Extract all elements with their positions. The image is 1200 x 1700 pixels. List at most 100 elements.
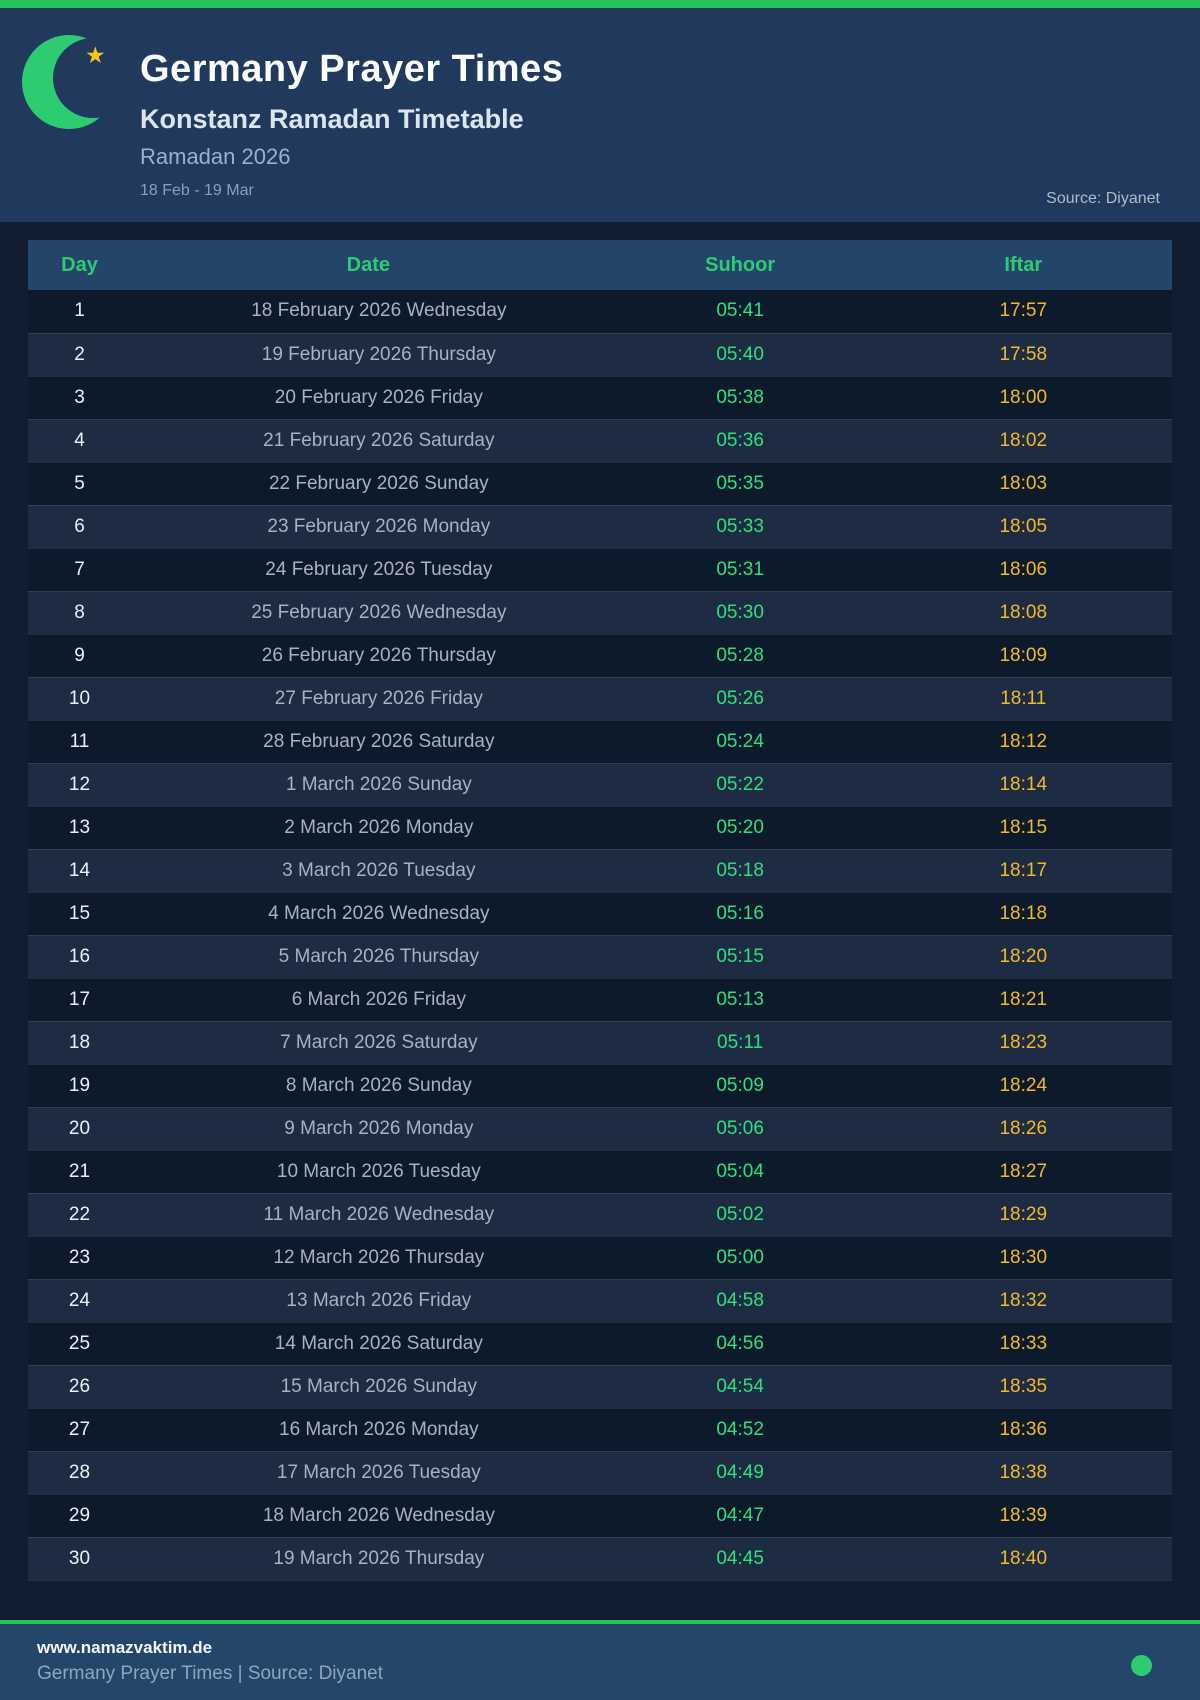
iftar-time-cell: 18:36 [999, 1418, 1048, 1440]
day-cell: 4 [74, 429, 85, 451]
table-row: 10 27 February 2026 Friday 05:26 18:11 [28, 677, 1172, 720]
table-row: 11 28 February 2026 Saturday 05:24 18:12 [28, 720, 1172, 763]
day-cell: 8 [74, 601, 85, 623]
date-cell: 25 February 2026 Wednesday [251, 601, 507, 623]
suhoor-time-cell: 04:49 [716, 1461, 764, 1483]
iftar-time-cell: 18:12 [999, 730, 1048, 752]
table-row: 13 2 March 2026 Monday 05:20 18:15 [28, 806, 1172, 849]
day-cell: 12 [68, 773, 91, 795]
column-header-iftar: Iftar [874, 240, 1172, 290]
day-cell: 6 [74, 515, 85, 537]
suhoor-time-cell: 05:15 [716, 945, 764, 967]
day-cell: 23 [68, 1246, 91, 1268]
iftar-time-cell: 18:21 [999, 988, 1048, 1010]
footer-tagline: Germany Prayer Times | Source: Diyanet [37, 1663, 383, 1684]
source-label: Source: Diyanet [1046, 190, 1160, 207]
iftar-time-cell: 18:40 [999, 1547, 1048, 1569]
table-row: 16 5 March 2026 Thursday 05:15 18:20 [28, 935, 1172, 978]
suhoor-time-cell: 05:13 [716, 988, 764, 1010]
suhoor-time-cell: 05:36 [716, 429, 764, 451]
suhoor-time-cell: 05:38 [716, 386, 764, 408]
date-cell: 9 March 2026 Monday [284, 1117, 474, 1139]
date-cell: 23 February 2026 Monday [267, 515, 491, 537]
day-cell: 18 [68, 1031, 91, 1053]
date-cell: 6 March 2026 Friday [291, 988, 466, 1010]
table-row: 19 8 March 2026 Sunday 05:09 18:24 [28, 1064, 1172, 1107]
iftar-time-cell: 18:23 [999, 1031, 1048, 1053]
date-cell: 8 March 2026 Sunday [285, 1074, 472, 1096]
table-row: 24 13 March 2026 Friday 04:58 18:32 [28, 1279, 1172, 1322]
table-row: 26 15 March 2026 Sunday 04:54 18:35 [28, 1365, 1172, 1408]
date-cell: 24 February 2026 Tuesday [265, 558, 493, 580]
date-cell: 12 March 2026 Thursday [273, 1246, 485, 1268]
table-row: 8 25 February 2026 Wednesday 05:30 18:08 [28, 591, 1172, 634]
date-cell: 14 March 2026 Saturday [274, 1332, 483, 1354]
date-cell: 4 March 2026 Wednesday [268, 902, 490, 924]
suhoor-time-cell: 05:28 [716, 644, 764, 666]
day-cell: 10 [68, 687, 91, 709]
table-row: 25 14 March 2026 Saturday 04:56 18:33 [28, 1322, 1172, 1365]
iftar-time-cell: 18:05 [999, 515, 1048, 537]
date-cell: 27 February 2026 Friday [274, 687, 483, 709]
iftar-time-cell: 18:29 [999, 1203, 1048, 1225]
day-cell: 19 [68, 1074, 91, 1096]
date-cell: 16 March 2026 Monday [279, 1418, 479, 1440]
date-cell: 18 March 2026 Wednesday [262, 1504, 495, 1526]
page-subtitle: Konstanz Ramadan Timetable [140, 104, 524, 134]
suhoor-time-cell: 05:09 [716, 1074, 764, 1096]
iftar-time-cell: 17:57 [999, 300, 1048, 322]
suhoor-time-cell: 05:33 [716, 515, 764, 537]
date-cell: 17 March 2026 Tuesday [276, 1461, 481, 1483]
suhoor-time-cell: 05:04 [716, 1160, 764, 1182]
suhoor-time-cell: 05:00 [716, 1246, 764, 1268]
table-header: Day Date Suhoor Iftar [28, 240, 1172, 290]
suhoor-time-cell: 05:35 [716, 472, 764, 494]
iftar-time-cell: 18:00 [999, 386, 1048, 408]
date-cell: 26 February 2026 Thursday [261, 644, 496, 666]
iftar-time-cell: 18:14 [999, 773, 1048, 795]
date-cell: 13 March 2026 Friday [286, 1289, 472, 1311]
date-cell: 1 March 2026 Sunday [285, 773, 472, 795]
date-cell: 28 February 2026 Saturday [263, 730, 495, 752]
table-row: 29 18 March 2026 Wednesday 04:47 18:39 [28, 1494, 1172, 1537]
iftar-time-cell: 18:03 [999, 472, 1048, 494]
date-cell: 5 March 2026 Thursday [278, 945, 479, 967]
iftar-time-cell: 18:09 [999, 644, 1048, 666]
suhoor-time-cell: 05:11 [717, 1031, 764, 1053]
day-cell: 21 [68, 1160, 91, 1182]
iftar-time-cell: 18:24 [999, 1074, 1048, 1096]
iftar-time-cell: 18:27 [999, 1160, 1048, 1182]
date-cell: 10 March 2026 Tuesday [276, 1160, 481, 1182]
table-row: 17 6 March 2026 Friday 05:13 18:21 [28, 978, 1172, 1021]
day-cell: 29 [68, 1504, 91, 1526]
day-cell: 26 [68, 1375, 91, 1397]
day-cell: 16 [68, 945, 91, 967]
table-row: 28 17 March 2026 Tuesday 04:49 18:38 [28, 1451, 1172, 1494]
date-cell: 2 March 2026 Monday [284, 816, 474, 838]
suhoor-time-cell: 05:18 [716, 859, 764, 881]
table-row: 21 10 March 2026 Tuesday 05:04 18:27 [28, 1150, 1172, 1193]
table-row: 15 4 March 2026 Wednesday 05:16 18:18 [28, 892, 1172, 935]
table-row: 22 11 March 2026 Wednesday 05:02 18:29 [28, 1193, 1172, 1236]
table-row: 3 20 February 2026 Friday 05:38 18:00 [28, 376, 1172, 419]
crescent-moon-icon [22, 35, 133, 129]
page-footer: www.namazvaktim.de Germany Prayer Times … [0, 1624, 1200, 1700]
date-cell: 15 March 2026 Sunday [280, 1375, 478, 1397]
day-cell: 3 [74, 386, 85, 408]
suhoor-time-cell: 04:52 [716, 1418, 764, 1440]
suhoor-time-cell: 05:41 [716, 300, 764, 322]
table-row: 14 3 March 2026 Tuesday 05:18 18:17 [28, 849, 1172, 892]
day-cell: 14 [68, 859, 91, 881]
iftar-time-cell: 18:08 [999, 601, 1048, 623]
day-cell: 25 [68, 1332, 91, 1354]
day-cell: 20 [68, 1117, 91, 1139]
iftar-time-cell: 18:02 [999, 429, 1048, 451]
table-row: 27 16 March 2026 Monday 04:52 18:36 [28, 1408, 1172, 1451]
column-header-date: Date [130, 240, 606, 290]
suhoor-time-cell: 05:40 [716, 343, 764, 365]
suhoor-time-cell: 05:26 [716, 687, 764, 709]
suhoor-time-cell: 05:30 [716, 601, 764, 623]
suhoor-time-cell: 05:22 [716, 773, 764, 795]
day-cell: 9 [74, 644, 85, 666]
column-header-day: Day [28, 240, 131, 290]
